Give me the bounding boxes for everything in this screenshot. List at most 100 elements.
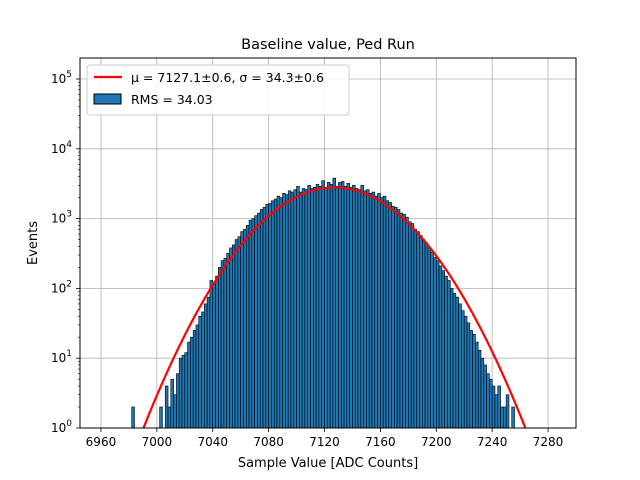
histogram-bar: [240, 231, 244, 429]
histogram-bar: [494, 394, 499, 429]
histogram-bar: [505, 394, 510, 429]
histogram-bar: [452, 293, 457, 429]
histogram-bar: [483, 364, 487, 429]
histogram-bars: [131, 177, 515, 429]
histogram-bar: [346, 183, 350, 429]
histogram-bar: [223, 257, 228, 429]
histogram-bar: [427, 247, 431, 429]
histogram-bar: [338, 182, 342, 429]
y-tick-base: 10: [51, 421, 66, 435]
y-tick-exponent: 3: [66, 210, 72, 220]
histogram-bar: [416, 231, 420, 429]
histogram-bar: [215, 275, 219, 429]
x-tick-label: 6960: [86, 435, 117, 449]
histogram-bar: [299, 191, 303, 429]
histogram-bar: [273, 198, 278, 429]
histogram-bar: [327, 182, 331, 429]
histogram-bar: [170, 378, 174, 429]
histogram-bar: [218, 267, 222, 429]
histogram-bar: [178, 357, 183, 429]
histogram-bar: [402, 214, 406, 429]
histogram-bar: [287, 190, 292, 429]
histogram-bar: [234, 239, 239, 429]
histogram-bar: [265, 204, 269, 429]
y-tick-label: 103: [51, 210, 72, 226]
histogram-bar: [243, 229, 247, 429]
x-tick-label: 7160: [365, 435, 396, 449]
y-tick-label: 100: [51, 419, 72, 435]
histogram-bar: [497, 385, 501, 429]
histogram-bar: [301, 188, 306, 429]
x-tick-label: 7280: [533, 435, 564, 449]
y-tick-label: 104: [51, 140, 72, 156]
histogram-bar: [229, 247, 233, 429]
legend-hist-label: RMS = 34.03: [131, 92, 213, 107]
x-tick-label: 7040: [197, 435, 228, 449]
histogram-bar: [343, 186, 348, 429]
histogram-bar: [463, 315, 468, 429]
histogram-bar: [354, 188, 359, 429]
y-tick-exponent: 2: [66, 279, 72, 289]
y-tick-base: 10: [51, 351, 66, 365]
y-tick-base: 10: [51, 281, 66, 295]
histogram-bar: [472, 334, 476, 429]
chart-title: Baseline value, Ped Run: [241, 37, 415, 53]
histogram-bar: [349, 187, 353, 429]
histogram-bar: [192, 330, 197, 429]
histogram-bar: [489, 378, 493, 429]
histogram-bar: [187, 341, 191, 429]
histogram-bar: [422, 239, 426, 429]
histogram-bar: [491, 385, 496, 429]
histogram-bar: [419, 235, 423, 429]
y-tick-base: 10: [51, 142, 66, 156]
histogram-bar: [226, 252, 230, 429]
histogram-bar: [251, 218, 255, 429]
histogram-bar: [220, 260, 225, 429]
histogram-bar: [477, 349, 482, 429]
histogram-bar: [382, 195, 387, 429]
histogram-bar: [332, 177, 336, 429]
histogram-bar: [480, 357, 485, 429]
histogram-bar: [469, 330, 473, 429]
histogram-bar: [441, 270, 445, 429]
histogram-bar: [458, 303, 462, 429]
histogram-bar: [399, 212, 404, 429]
histogram-bar: [296, 186, 300, 429]
histogram-bar: [466, 322, 471, 429]
y-tick-exponent: 1: [66, 349, 72, 359]
histogram-bar: [173, 394, 177, 429]
histogram-bar: [268, 203, 272, 429]
histogram-bar: [159, 406, 163, 429]
y-axis-label: Events: [26, 221, 41, 265]
histogram-bar: [430, 251, 434, 429]
x-tick-label: 7120: [309, 435, 340, 449]
histogram-bar: [329, 184, 334, 429]
legend: μ = 7127.1±0.6, σ = 34.3±0.6 RMS = 34.03: [86, 64, 350, 116]
legend-box: [86, 64, 350, 116]
x-tick-label: 7240: [477, 435, 508, 449]
histogram-bar: [424, 242, 429, 429]
histogram-bar: [279, 197, 283, 429]
histogram-bar: [293, 189, 297, 429]
y-tick-exponent: 5: [66, 70, 72, 80]
legend-hist-swatch: [93, 93, 122, 105]
histogram-bar: [394, 207, 398, 429]
histogram-bar: [455, 296, 459, 429]
histogram-bar: [285, 194, 289, 429]
histogram-bar: [231, 244, 236, 429]
plot-frame: [79, 57, 577, 429]
histogram-bar: [360, 185, 364, 429]
histogram-bar: [408, 221, 412, 429]
histogram-bar: [374, 195, 378, 429]
histogram-bar: [435, 260, 440, 429]
histogram-bar: [449, 288, 454, 429]
histogram-bar: [377, 193, 381, 429]
histogram-bar: [313, 187, 317, 429]
histogram-bar: [190, 336, 194, 429]
histogram-bar: [371, 191, 376, 429]
histogram-bar: [503, 406, 507, 429]
histogram-bar: [164, 385, 169, 429]
histogram-bar: [290, 191, 295, 429]
